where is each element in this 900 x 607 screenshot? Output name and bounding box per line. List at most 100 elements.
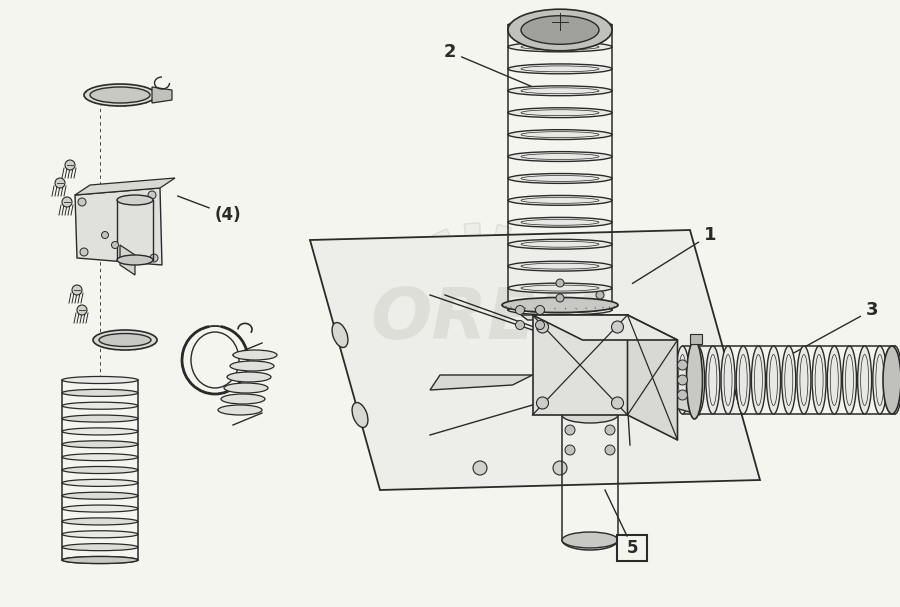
Ellipse shape xyxy=(227,372,271,382)
Ellipse shape xyxy=(62,402,138,409)
Circle shape xyxy=(150,254,158,262)
Circle shape xyxy=(536,397,548,409)
Ellipse shape xyxy=(508,217,612,227)
Ellipse shape xyxy=(508,195,612,205)
Ellipse shape xyxy=(62,415,138,422)
Ellipse shape xyxy=(508,20,612,30)
Polygon shape xyxy=(75,188,162,265)
Polygon shape xyxy=(385,223,575,413)
Ellipse shape xyxy=(62,557,138,563)
Ellipse shape xyxy=(883,346,900,414)
Circle shape xyxy=(78,198,86,206)
Circle shape xyxy=(516,305,525,314)
Circle shape xyxy=(536,321,548,333)
Ellipse shape xyxy=(117,255,153,265)
Circle shape xyxy=(596,291,604,299)
Ellipse shape xyxy=(332,322,348,347)
Ellipse shape xyxy=(812,346,826,414)
Text: OREM: OREM xyxy=(371,285,609,354)
Ellipse shape xyxy=(62,518,138,525)
Circle shape xyxy=(556,279,564,287)
Text: 2: 2 xyxy=(444,43,537,89)
Ellipse shape xyxy=(93,330,157,350)
Ellipse shape xyxy=(873,346,886,414)
Ellipse shape xyxy=(690,346,705,414)
Ellipse shape xyxy=(858,346,871,414)
Ellipse shape xyxy=(508,174,612,183)
Polygon shape xyxy=(521,315,637,320)
Ellipse shape xyxy=(796,346,811,414)
Ellipse shape xyxy=(508,108,612,118)
Circle shape xyxy=(516,320,525,330)
Ellipse shape xyxy=(117,195,153,205)
Ellipse shape xyxy=(352,402,368,427)
Ellipse shape xyxy=(508,283,612,293)
Circle shape xyxy=(80,248,88,256)
Polygon shape xyxy=(75,178,175,195)
Ellipse shape xyxy=(62,531,138,538)
Ellipse shape xyxy=(508,152,612,161)
Ellipse shape xyxy=(62,492,138,499)
Ellipse shape xyxy=(84,84,156,106)
Polygon shape xyxy=(627,395,700,415)
Ellipse shape xyxy=(508,261,612,271)
Ellipse shape xyxy=(888,346,900,414)
Ellipse shape xyxy=(782,346,796,414)
Ellipse shape xyxy=(508,42,612,52)
Ellipse shape xyxy=(62,544,138,551)
Ellipse shape xyxy=(687,341,703,419)
Circle shape xyxy=(565,445,575,455)
Ellipse shape xyxy=(62,376,138,384)
Ellipse shape xyxy=(90,87,150,103)
Ellipse shape xyxy=(508,9,612,51)
Ellipse shape xyxy=(721,346,735,414)
Ellipse shape xyxy=(233,350,277,360)
Circle shape xyxy=(565,425,575,435)
FancyBboxPatch shape xyxy=(365,280,600,360)
Ellipse shape xyxy=(752,346,765,414)
Ellipse shape xyxy=(502,297,618,313)
Circle shape xyxy=(611,397,624,409)
Ellipse shape xyxy=(62,441,138,448)
Polygon shape xyxy=(310,230,760,490)
Ellipse shape xyxy=(508,86,612,96)
Circle shape xyxy=(77,305,87,315)
Polygon shape xyxy=(120,245,135,275)
Circle shape xyxy=(102,231,109,239)
Circle shape xyxy=(556,294,564,302)
Circle shape xyxy=(148,191,156,199)
Circle shape xyxy=(112,242,119,248)
Ellipse shape xyxy=(736,346,751,414)
Ellipse shape xyxy=(562,532,618,548)
Ellipse shape xyxy=(842,346,857,414)
Ellipse shape xyxy=(706,346,720,414)
Ellipse shape xyxy=(508,305,612,315)
Circle shape xyxy=(536,305,544,314)
Text: 3: 3 xyxy=(792,301,878,354)
Circle shape xyxy=(62,197,72,207)
Ellipse shape xyxy=(508,239,612,249)
Circle shape xyxy=(678,360,688,370)
Ellipse shape xyxy=(521,16,599,44)
Circle shape xyxy=(605,445,615,455)
Ellipse shape xyxy=(224,383,268,393)
Ellipse shape xyxy=(827,346,842,414)
Ellipse shape xyxy=(221,394,265,404)
Text: 1: 1 xyxy=(633,226,716,283)
Circle shape xyxy=(611,321,624,333)
Circle shape xyxy=(553,461,567,475)
Ellipse shape xyxy=(508,64,612,74)
Ellipse shape xyxy=(62,466,138,473)
Ellipse shape xyxy=(230,361,274,371)
Circle shape xyxy=(536,320,544,330)
Circle shape xyxy=(605,425,615,435)
Text: 5: 5 xyxy=(626,539,638,557)
Circle shape xyxy=(678,390,688,400)
Polygon shape xyxy=(430,375,533,390)
Ellipse shape xyxy=(62,428,138,435)
Ellipse shape xyxy=(562,407,618,423)
Ellipse shape xyxy=(62,453,138,461)
FancyBboxPatch shape xyxy=(617,535,647,561)
Bar xyxy=(689,334,701,344)
Ellipse shape xyxy=(62,505,138,512)
